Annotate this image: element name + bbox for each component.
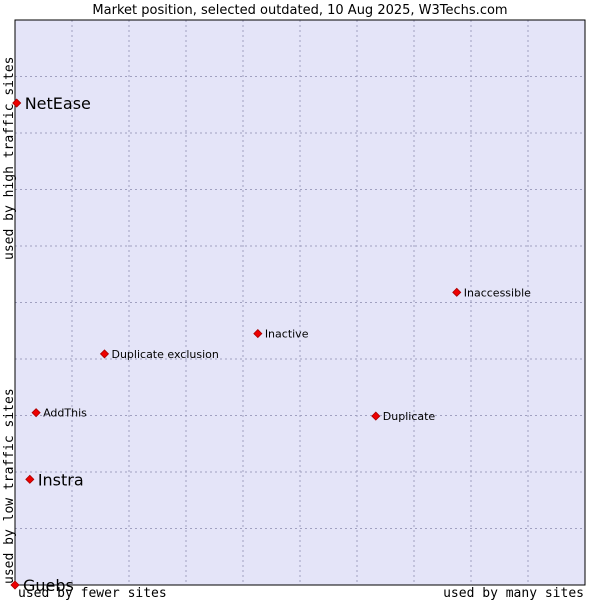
point-label-addthis: AddThis xyxy=(43,407,87,420)
point-label-instra: Instra xyxy=(38,470,84,489)
point-inaccessible xyxy=(452,287,462,297)
point-label-duplicate-exclusion: Duplicate exclusion xyxy=(111,348,218,361)
point-addthis xyxy=(31,408,41,418)
x-axis-label-left: used by fewer sites xyxy=(18,586,167,600)
point-label-duplicate: Duplicate xyxy=(383,410,436,423)
point-instra xyxy=(25,474,35,484)
y-axis-label-bottom: used by low traffic sites xyxy=(2,388,17,584)
x-axis-label-right: used by many sites xyxy=(443,586,584,600)
chart-title: Market position, selected outdated, 10 A… xyxy=(92,3,507,18)
data-points: NetEase Inaccessible Inactive Duplicate exc… xyxy=(10,94,531,595)
point-inactive xyxy=(253,329,263,339)
point-duplicate-exclusion xyxy=(99,349,110,359)
grid-lines xyxy=(15,20,585,585)
point-netease xyxy=(12,98,22,108)
point-label-netease: NetEase xyxy=(25,94,91,113)
point-label-inactive: Inactive xyxy=(265,328,309,341)
y-axis-label-top: used by high traffic sites xyxy=(2,57,17,261)
point-guebs xyxy=(10,580,20,590)
point-label-guebs: Guebs xyxy=(23,576,74,595)
plot-border xyxy=(14,19,586,586)
point-label-inaccessible: Inaccessible xyxy=(464,286,531,299)
point-duplicate xyxy=(371,411,381,421)
